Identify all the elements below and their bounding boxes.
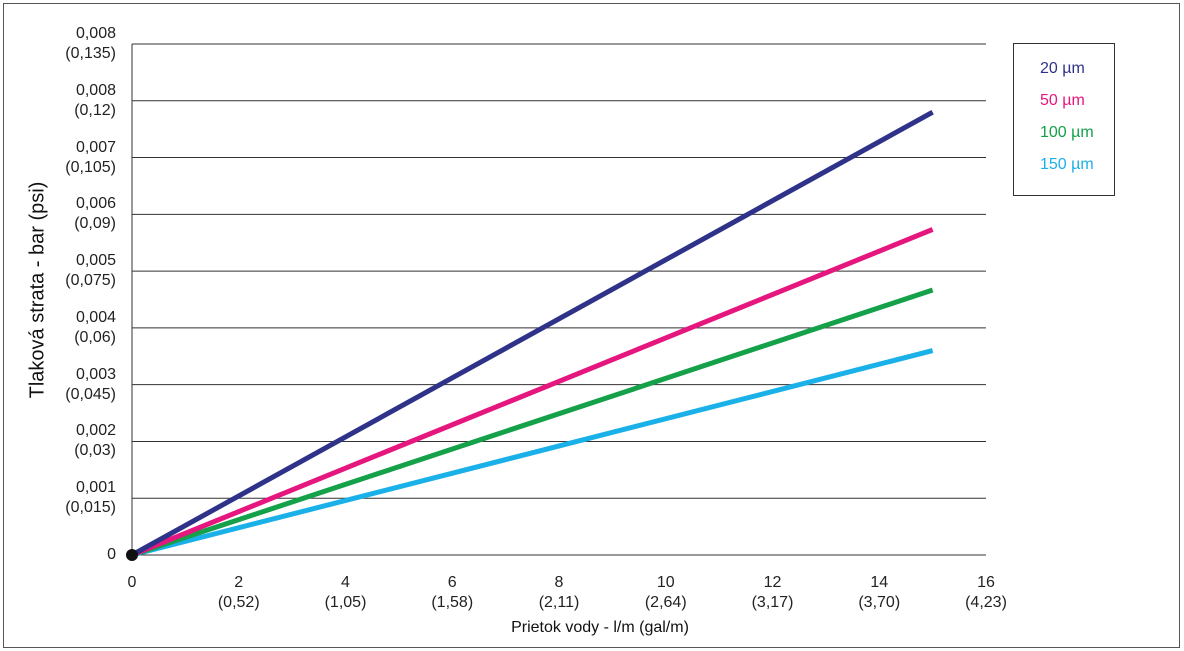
x-tick-label: 12 (3,17) (751, 574, 794, 611)
y-tick-label: 0,001 (0,015) (65, 479, 116, 517)
line (131, 287, 934, 558)
y-tick-label: 0,008 (0,135) (65, 25, 116, 62)
line (131, 348, 934, 558)
legend-entry: 150 µm (1040, 156, 1094, 173)
frame (3, 3, 1180, 648)
origin-dot (126, 549, 138, 561)
legend-entry: 50 µm (1040, 92, 1085, 109)
y-tick-label: 0,004 (0,06) (74, 308, 116, 346)
x-tick-label: 16 (4,23) (965, 574, 1007, 611)
legend-box (1013, 43, 1115, 196)
x-tick-label: 8 (2,11) (538, 574, 580, 611)
x-tick-label: 2 (0,52) (217, 574, 260, 611)
x-axis-title: Prietok vody - l/m (gal/m) (511, 619, 689, 636)
y-tick-label: 0,003 (0,045) (65, 365, 116, 403)
y-tick-label: 0,007 (0,105) (65, 138, 116, 176)
line (131, 227, 934, 558)
y-tick-label: 0,006 (0,09) (74, 195, 116, 233)
legend-entry: 100 µm (1040, 124, 1094, 141)
y-tick-label: 0 (107, 546, 116, 563)
x-tick-label: 0 (127, 574, 137, 591)
y-axis-title: Tlaková strata - bar (psi) (26, 182, 48, 399)
y-tick-label: 0,005 (0,075) (65, 252, 116, 290)
x-tick-label: 10 (2,64) (644, 574, 687, 611)
line (130, 109, 934, 558)
y-tick-label: 0,008 (0,12) (74, 81, 116, 119)
legend-entry: 20 µm (1040, 60, 1085, 77)
x-tick-label: 4 (1,05) (324, 574, 367, 611)
y-tick-label: 0,002 (0,03) (74, 422, 116, 460)
x-tick-label: 14 (3,70) (858, 574, 901, 611)
x-tick-label: 6 (1,58) (431, 574, 474, 611)
